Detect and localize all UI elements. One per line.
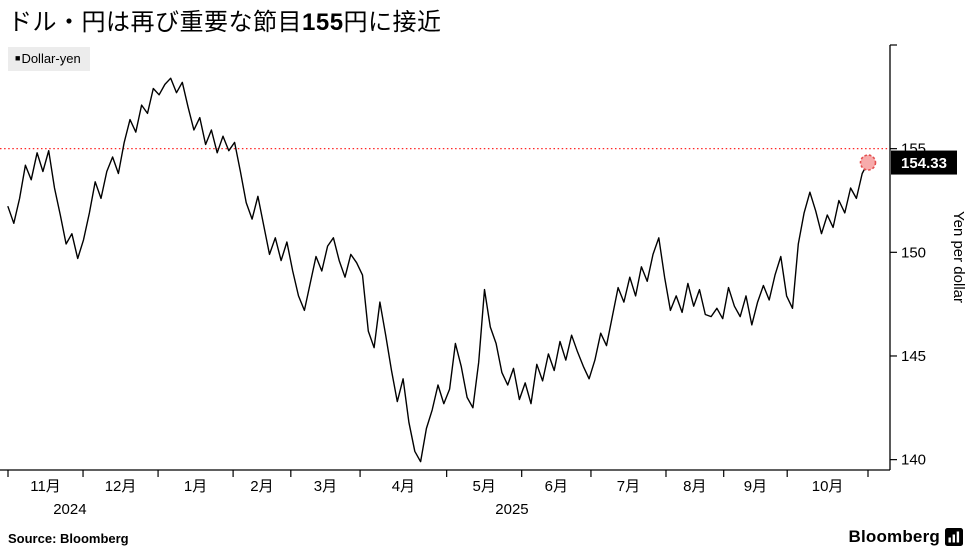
- year-label: 2025: [495, 501, 528, 518]
- x-tick-label: 8月: [683, 478, 706, 495]
- legend: ■ Dollar-yen: [8, 47, 90, 71]
- y-axis-title: Yen per dollar: [950, 211, 967, 303]
- x-tick-label: 11月: [30, 478, 61, 495]
- title-suffix: 円に接近: [343, 9, 442, 36]
- x-tick-label: 5月: [473, 478, 496, 495]
- bloomberg-logo: Bloomberg: [848, 527, 963, 547]
- x-tick-label: 6月: [545, 478, 568, 495]
- x-tick-label: 9月: [744, 478, 767, 495]
- x-tick-label: 12月: [105, 478, 137, 495]
- year-label: 2024: [53, 501, 86, 518]
- last-price-box: [891, 150, 957, 175]
- title-prefix: ドル・円は再び重要な節目: [8, 9, 302, 36]
- x-tick-label: 10月: [812, 478, 844, 495]
- bloomberg-chart-icon: [945, 528, 963, 546]
- x-tick-label: 3月: [314, 478, 337, 495]
- legend-series-marker: ■: [15, 53, 21, 63]
- price-line: [7, 77, 869, 463]
- y-tick-label: 140: [901, 452, 926, 469]
- x-tick-label: 4月: [392, 478, 415, 495]
- title-emphasis: 155: [302, 9, 344, 36]
- x-tick-label: 2月: [250, 478, 273, 495]
- bloomberg-logo-text: Bloomberg: [848, 527, 940, 546]
- y-tick-label: 145: [901, 348, 926, 365]
- legend-series-label: Dollar-yen: [21, 51, 81, 66]
- source-label: Source: Bloomberg: [8, 531, 129, 546]
- page-title: ドル・円は再び重要な節目155円に接近: [8, 2, 442, 37]
- x-tick-label: 1月: [184, 478, 207, 495]
- y-tick-label: 150: [901, 244, 926, 261]
- last-price-label: 154.33: [901, 155, 947, 172]
- x-tick-label: 7月: [617, 478, 640, 495]
- last-point-marker: [859, 154, 877, 171]
- x-axis: 11月 12月 1月 2月 3月 4月 5月 6月 7月 8月 9月 10月 2024 2025: [0, 469, 890, 518]
